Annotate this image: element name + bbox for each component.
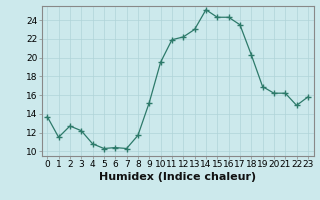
X-axis label: Humidex (Indice chaleur): Humidex (Indice chaleur) bbox=[99, 172, 256, 182]
